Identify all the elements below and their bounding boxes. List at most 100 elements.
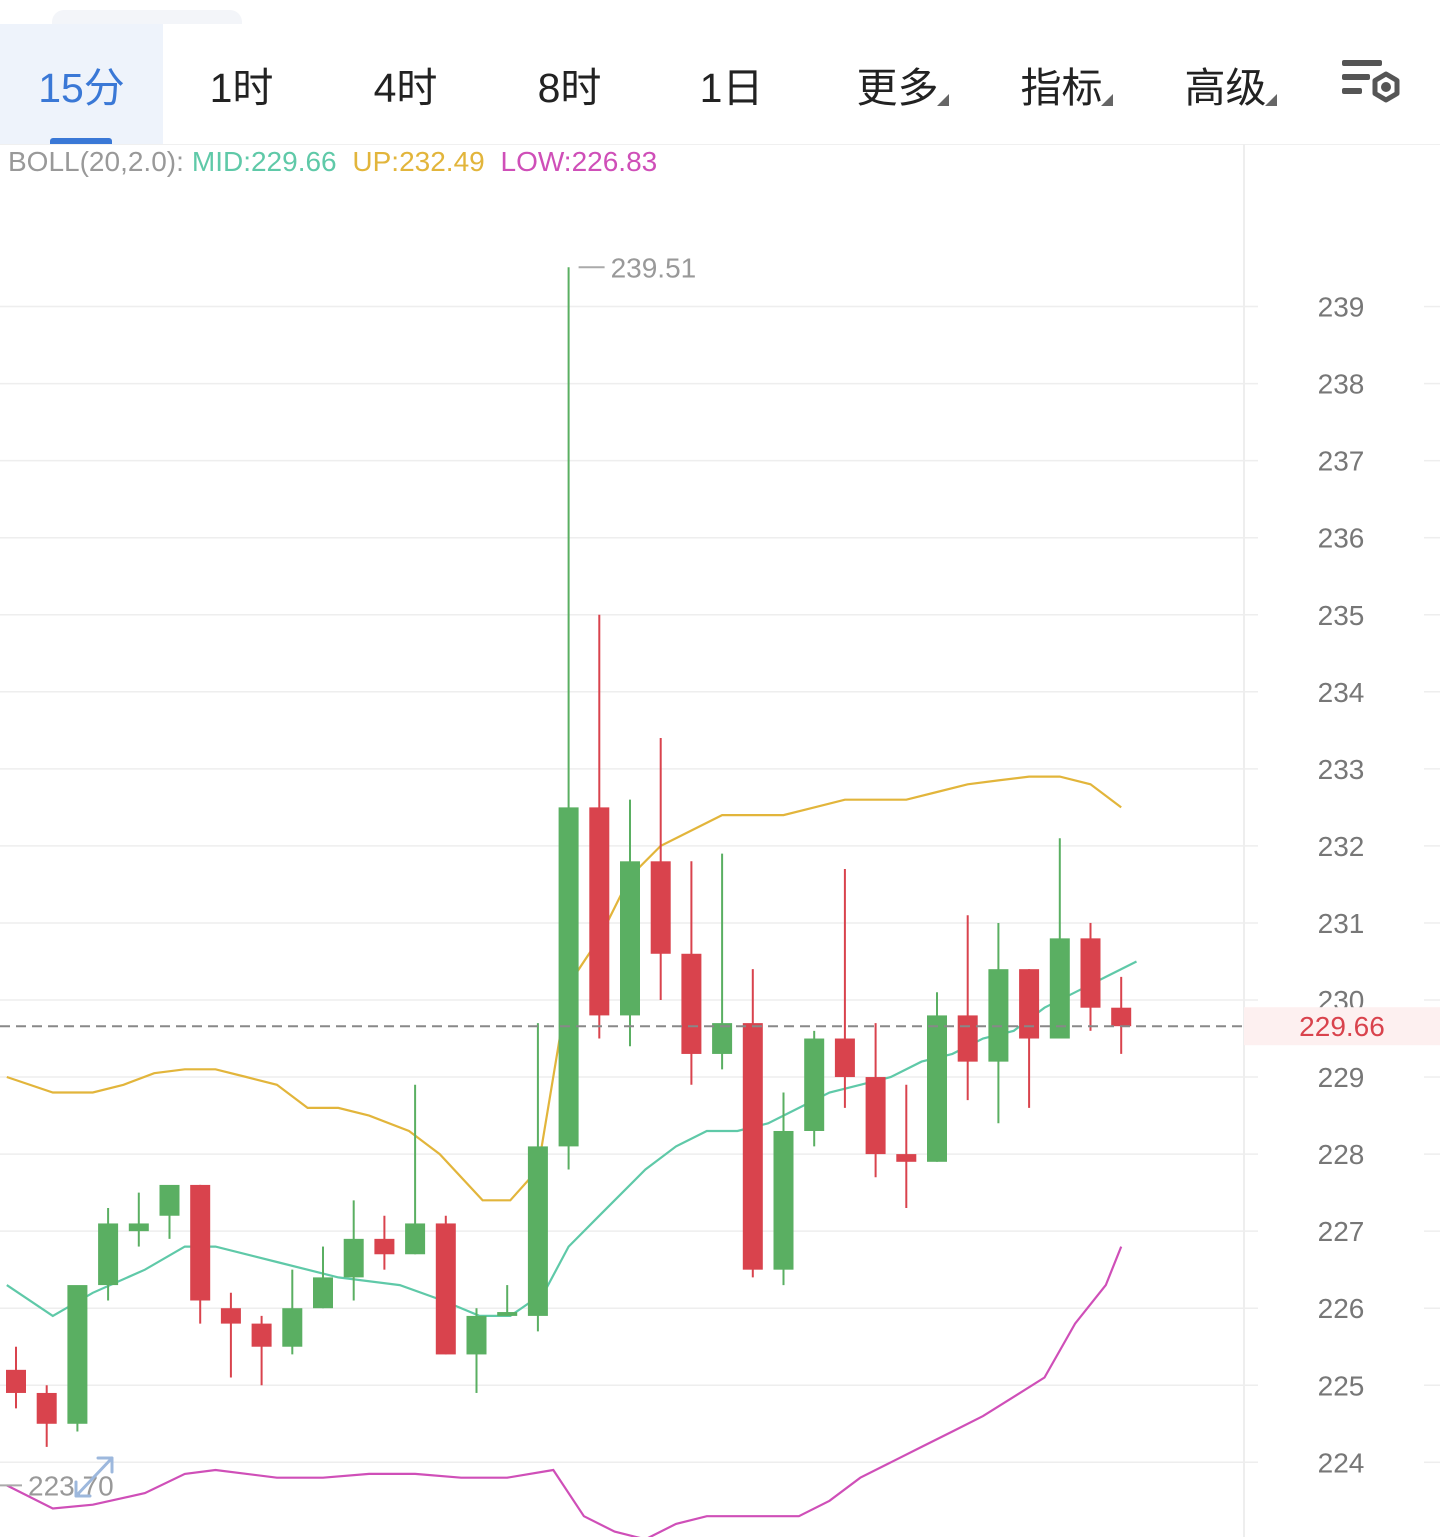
candle-body xyxy=(313,1277,333,1309)
candle-up xyxy=(313,1246,333,1309)
candle-body xyxy=(988,969,1009,1062)
chart-grid xyxy=(0,305,1440,1464)
low-price-label: 223.70 xyxy=(28,1470,114,1501)
price-tick-label: 224 xyxy=(1318,1447,1365,1478)
high-price-marker: 239.51 xyxy=(578,252,697,283)
price-tick-label: 236 xyxy=(1318,523,1365,554)
candle-up xyxy=(527,1023,548,1332)
boll-mid-value: MID:229.66 xyxy=(191,146,337,177)
price-axis: 2392382372362352342332322312302292282272… xyxy=(1318,292,1365,1479)
candle-body xyxy=(1111,1007,1132,1027)
candle-down xyxy=(1019,969,1040,1108)
candle-body xyxy=(834,1038,855,1078)
tab-label: 1日 xyxy=(699,65,764,111)
tab-label: 8时 xyxy=(537,65,602,111)
candle-body xyxy=(712,1023,733,1054)
candle-up xyxy=(804,1030,825,1147)
tab-bar-decoration xyxy=(52,10,242,24)
candle-down xyxy=(36,1385,57,1447)
candle-body xyxy=(865,1077,886,1155)
candle-up xyxy=(405,1084,426,1255)
candle-up xyxy=(282,1269,303,1355)
candle-up xyxy=(988,922,1009,1124)
candle-body xyxy=(405,1223,426,1255)
candle-body xyxy=(343,1238,364,1278)
price-tick-label: 228 xyxy=(1318,1139,1365,1170)
candle-down xyxy=(374,1215,395,1270)
candle-up xyxy=(773,1092,794,1286)
expand-arrow-icon[interactable] xyxy=(74,1456,114,1498)
candle-body xyxy=(128,1223,149,1232)
candle-body xyxy=(251,1323,272,1347)
tab-label: 更多 xyxy=(856,65,939,111)
tab-8h[interactable]: 8时 xyxy=(488,24,651,144)
candle-down xyxy=(435,1215,456,1355)
tab-label: 4时 xyxy=(373,65,438,111)
tab-indicators[interactable]: 指标 xyxy=(980,24,1143,144)
candle-body xyxy=(681,953,702,1054)
candle-body xyxy=(558,807,579,1147)
boll-indicator-legend: BOLL(20,2.0): MID:229.66 UP:232.49 LOW:22… xyxy=(8,146,665,178)
price-tick-label: 239 xyxy=(1318,292,1365,323)
candle-down xyxy=(251,1315,272,1386)
price-tick-label: 238 xyxy=(1318,369,1365,400)
last-price-label: 229.66 xyxy=(1299,1011,1385,1042)
price-tick-label: 235 xyxy=(1318,600,1365,631)
candle-down xyxy=(6,1346,26,1409)
price-tick-label: 234 xyxy=(1318,677,1365,708)
candle-down xyxy=(220,1292,241,1378)
candle-body xyxy=(374,1238,395,1255)
price-tick-label: 237 xyxy=(1318,446,1365,477)
high-price-label: 239.51 xyxy=(611,252,697,283)
tab-advanced[interactable]: 高级 xyxy=(1144,24,1307,144)
candle-down xyxy=(681,861,702,1085)
candle-up xyxy=(497,1285,518,1316)
active-tab-indicator xyxy=(50,138,112,144)
candle-body xyxy=(1080,938,1101,1008)
candle-down xyxy=(865,1023,886,1178)
price-tick-label: 231 xyxy=(1318,908,1365,939)
chart-settings-gear-icon xyxy=(1342,60,1400,103)
dropdown-caret-icon xyxy=(937,94,949,106)
candle-body xyxy=(742,1023,763,1270)
tab-1h[interactable]: 1时 xyxy=(160,24,323,144)
tab-more[interactable]: 更多 xyxy=(816,24,979,144)
boll-lower-line xyxy=(6,1246,1123,1537)
candle-up xyxy=(712,853,733,1070)
chart-settings-button[interactable] xyxy=(1336,52,1408,116)
price-tick-label: 229 xyxy=(1318,1062,1365,1093)
timeframe-tab-bar: 15分 1时 4时 8时 1日 更多 指标 高级 xyxy=(0,0,1440,145)
candle-up xyxy=(159,1184,180,1239)
candle-body xyxy=(527,1146,548,1316)
boll-lower-value: LOW:226.83 xyxy=(500,146,658,177)
price-tick-label: 226 xyxy=(1318,1293,1365,1324)
candle-body xyxy=(896,1154,917,1162)
candle-up xyxy=(98,1208,119,1301)
candle-body xyxy=(804,1038,825,1131)
tab-4h[interactable]: 4时 xyxy=(324,24,487,144)
candle-down xyxy=(650,738,671,1000)
tab-label: 高级 xyxy=(1184,65,1267,111)
candle-up xyxy=(1049,838,1070,1039)
tab-1d[interactable]: 1日 xyxy=(650,24,813,144)
candle-down xyxy=(589,614,610,1039)
candle-body xyxy=(466,1315,487,1355)
last-price-badge xyxy=(1244,1007,1440,1046)
candle-body xyxy=(190,1184,211,1301)
candle-body xyxy=(282,1308,303,1347)
last-price-marker: 229.66 xyxy=(0,1007,1440,1046)
tab-15m[interactable]: 15分 xyxy=(0,24,163,144)
candle-down xyxy=(190,1184,211,1324)
candle-body xyxy=(67,1285,88,1424)
candle-body xyxy=(220,1308,241,1324)
boll-upper-line xyxy=(6,775,1122,1202)
boll-upper-value: UP:232.49 xyxy=(352,146,485,177)
candle-body xyxy=(927,1015,947,1162)
tab-label: 1时 xyxy=(209,65,274,111)
candle-up xyxy=(67,1285,88,1432)
candle-body xyxy=(773,1130,794,1270)
candle-body xyxy=(1049,938,1070,1039)
candle-up xyxy=(620,799,640,1047)
dropdown-caret-icon xyxy=(1265,94,1277,106)
